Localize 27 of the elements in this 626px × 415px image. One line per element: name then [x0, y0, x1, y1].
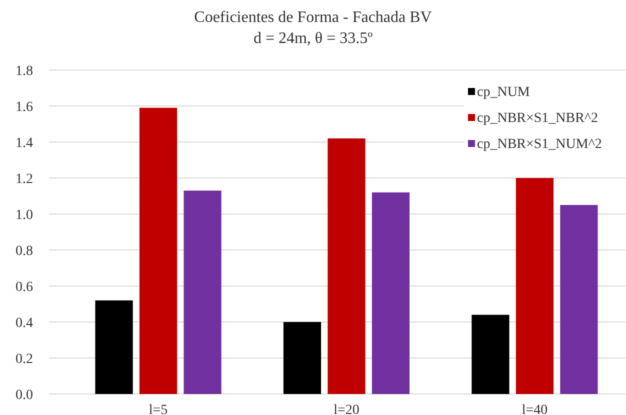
bar	[328, 138, 366, 394]
x-tick-label: l=5	[148, 403, 168, 415]
bar	[372, 192, 410, 394]
bar	[516, 178, 554, 394]
legend-label: cp_NBR×S1_NBR^2	[477, 111, 598, 126]
bar	[560, 205, 598, 394]
x-tick-label: l=20	[334, 403, 360, 415]
y-tick-label: 0.4	[16, 316, 33, 331]
bar	[472, 314, 510, 394]
y-tick-label: 0.8	[16, 244, 33, 259]
bar	[184, 190, 222, 394]
y-tick-label: 1.4	[16, 136, 33, 151]
y-tick-label: 0.0	[16, 388, 33, 403]
legend-label: cp_NBR×S1_NUM^2	[477, 137, 602, 152]
bar	[139, 108, 178, 394]
y-tick-label: 1.8	[16, 64, 33, 79]
legend-label: cp_NUM	[477, 85, 530, 100]
x-tick-label: l=40	[522, 403, 548, 415]
y-tick-label: 0.2	[16, 352, 33, 367]
y-tick-label: 1.0	[16, 208, 33, 223]
chart-subtitle: d = 24m, θ = 33.5º	[253, 30, 373, 47]
y-tick-label: 0.6	[16, 280, 33, 295]
y-tick-label: 1.2	[16, 172, 33, 187]
chart-title: Coeficientes de Forma - Fachada BV	[194, 9, 432, 26]
bar	[95, 300, 133, 394]
y-tick-label: 1.6	[16, 100, 33, 115]
bar	[283, 322, 322, 394]
